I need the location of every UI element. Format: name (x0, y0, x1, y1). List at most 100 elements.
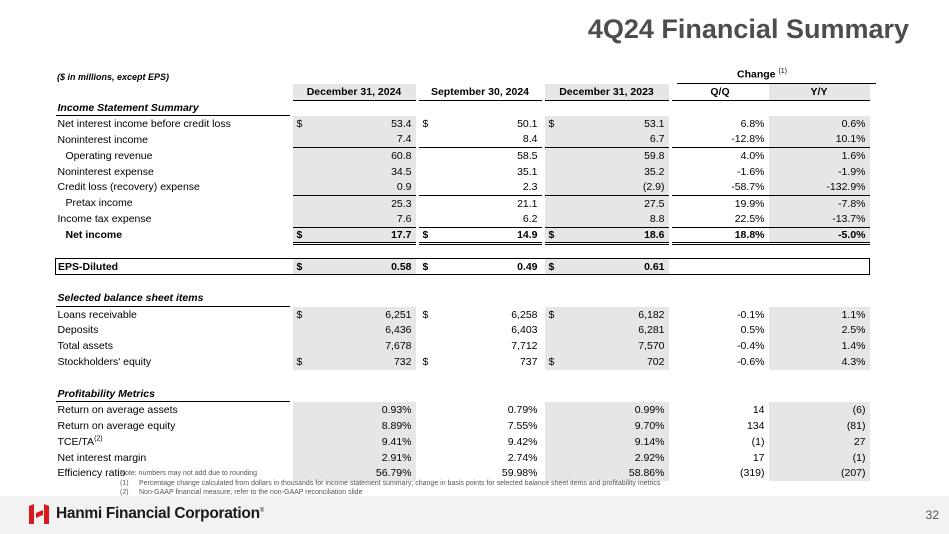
currency-symbol (419, 322, 439, 338)
value-dec-2023: 2.92% (564, 449, 669, 466)
blank-cell (565, 100, 669, 116)
row-label-text: Credit loss (recovery) expense (57, 181, 200, 194)
row-label-text: Return on average equity (57, 419, 176, 432)
row-label: Net interest income before credit loss (56, 116, 290, 132)
currency-symbol (544, 211, 565, 228)
change-header: Change (1) (737, 68, 787, 81)
value-sep-2024: 0.79% (507, 403, 538, 416)
profitability-row: Return on average equity 8.89% 7.55% 9.70% 1… (56, 417, 870, 434)
spacer-row (56, 243, 870, 259)
currency-symbol (419, 211, 439, 227)
value-dec-2024: 6,251 (312, 306, 416, 323)
blank-cell (545, 386, 565, 402)
change-qq: 14 (752, 403, 765, 416)
row-label-text: Net income (65, 229, 123, 242)
row-label-text: TCE/TA (57, 435, 95, 448)
currency-symbol (544, 417, 565, 434)
blank-cell (439, 386, 542, 402)
row-label: Pretax income (56, 195, 290, 211)
value-dec-2024: 7.6 (312, 211, 416, 228)
change-yy: 1.4% (768, 338, 870, 355)
value-dec-2024: 0.58 (312, 258, 416, 276)
value-dec-2023: 35.2 (564, 163, 669, 180)
value-dec-2024: 0.9 (312, 179, 416, 196)
value-dec-2024: 60.8 (312, 147, 416, 164)
balance-row: Stockholders' equity $732 $737 $702 -0.6% 4.3… (56, 354, 870, 371)
value-dec-2023: 702 (564, 354, 669, 371)
change-qq: 18.8% (671, 226, 769, 245)
change-yy: -7.8% (768, 194, 870, 212)
change-yy: 27 (768, 433, 870, 450)
row-label: Return on average equity (56, 418, 290, 434)
change-qq: -58.7% (731, 181, 765, 194)
currency-symbol (292, 131, 313, 148)
currency-symbol: $ (544, 258, 565, 276)
row-label: Income tax expense (56, 211, 290, 227)
currency-symbol: $ (292, 258, 313, 276)
change-yy: -5.0% (768, 226, 870, 245)
currency-symbol (419, 402, 439, 418)
value-dec-2023: 6,281 (564, 322, 669, 339)
value-sep-2024: 0.49 (438, 258, 542, 276)
currency-symbol (544, 338, 565, 355)
blank-cell (293, 100, 313, 116)
section-header-row: Income Statement Summary (55, 100, 870, 117)
profitability-row: Efficiency ratio 56.79% 59.98% 58.86% (319)(… (56, 465, 870, 482)
row-label-text: Noninterest income (57, 133, 148, 146)
row-label: Net income (56, 227, 290, 243)
blank-cell (545, 100, 565, 116)
currency-symbol: $ (418, 226, 439, 245)
blank-cell (439, 291, 542, 307)
value-dec-2023: 7,570 (564, 338, 669, 355)
value-sep-2024: 14.9 (438, 226, 542, 245)
hanmi-logo-icon (29, 504, 49, 524)
change-qq: -0.1% (737, 308, 765, 321)
row-label: Credit loss (recovery) expense (56, 179, 290, 195)
blank-cell (672, 386, 769, 402)
column-header-dec-2024: December 31, 2024 (292, 84, 416, 101)
logo-trademark: ® (259, 507, 264, 514)
currency-symbol (544, 322, 565, 339)
row-label: TCE/TA(2) (56, 434, 290, 450)
income-row: Noninterest income 7.4 8.4 6.7 -12.8% 10.1% (56, 131, 870, 148)
value-dec-2023: 0.99% (564, 401, 669, 418)
currency-symbol (544, 147, 565, 164)
currency-symbol (419, 164, 439, 180)
blank-cell (313, 100, 416, 116)
income-row: Operating revenue 60.8 58.5 59.8 4.0% 1.6% (56, 147, 870, 164)
column-header-qq: Q/Q (671, 84, 769, 101)
row-label: Deposits (56, 322, 290, 338)
currency-symbol (292, 338, 313, 355)
value-dec-2023: 18.6 (564, 226, 669, 245)
value-sep-2024: 21.1 (438, 194, 542, 212)
row-label: Loans receivable (56, 307, 290, 323)
currency-symbol (292, 163, 313, 180)
blank-cell (419, 386, 439, 402)
change-qq: 4.0% (671, 147, 769, 164)
change-yy: -13.7% (768, 211, 870, 228)
currency-symbol: $ (292, 354, 313, 371)
note-rounding: Note: numbers may not add due to roundin… (120, 470, 257, 477)
eps-section: EPS-Diluted $0.58 $0.49 $0.61 (55, 243, 870, 276)
row-label: Efficiency ratio (56, 465, 290, 481)
value-sep-2024: 50.1 (517, 117, 538, 130)
profitability-row: Net interest margin 2.91% 2.74% 2.92% 17 (1) (56, 449, 870, 466)
currency-symbol: $ (544, 226, 565, 245)
change-yy: (207) (768, 465, 870, 482)
change-underline (677, 83, 876, 84)
value-dec-2023: 9.70% (564, 417, 669, 434)
value-dec-2024: 9.41% (312, 433, 416, 450)
income-row: Noninterest expense 34.5 35.1 35.2 -1.6% -1.9… (56, 163, 870, 180)
currency-symbol (292, 449, 313, 466)
value-dec-2024: 25.3 (312, 194, 416, 212)
currency-symbol (419, 132, 439, 148)
change-qq: (319) (739, 467, 765, 480)
balance-sheet-section: Selected balance sheet items Loans receiv… (55, 275, 870, 371)
change-yy: (1) (768, 449, 870, 466)
row-label: Operating revenue (56, 148, 290, 164)
note-1-number: (1) (120, 479, 129, 487)
value-dec-2024: 8.89% (312, 417, 416, 434)
blank-cell (545, 291, 565, 307)
row-label-text: Total assets (57, 340, 113, 353)
change-qq: -12.8% (731, 133, 765, 146)
